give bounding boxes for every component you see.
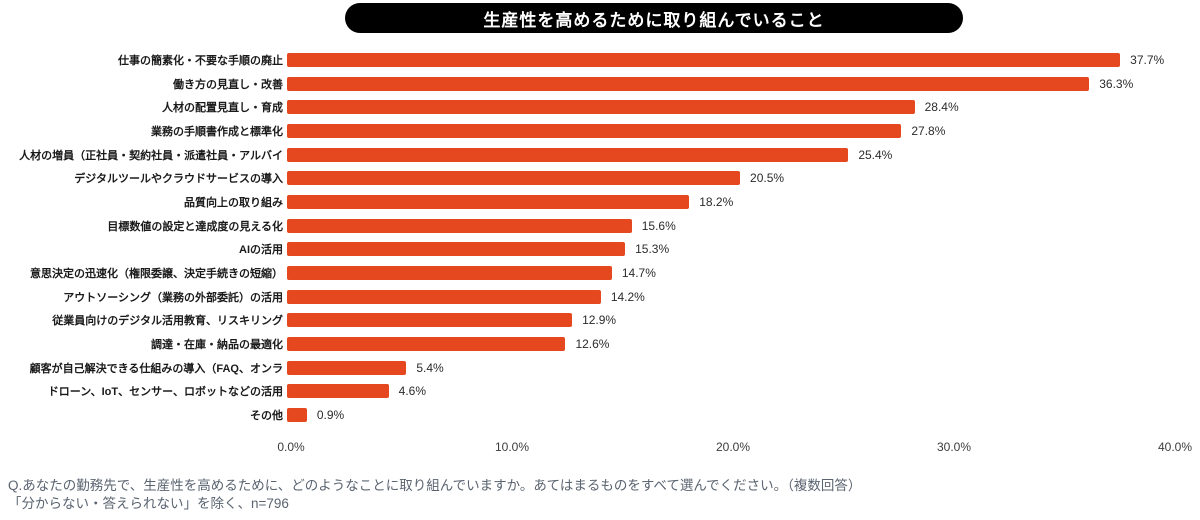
bar-row: 従業員向けのデジタル活用教育、リスキリング 12.9% [0, 309, 1200, 333]
bar-track: 18.2% [287, 194, 1200, 209]
value-label: 5.4% [416, 360, 444, 375]
value-label: 12.6% [575, 337, 610, 352]
value-label: 18.2% [699, 194, 734, 209]
x-axis-tick: 0.0% [277, 440, 305, 454]
bar-row: 人材の配置見直し・育成 28.4% [0, 95, 1200, 119]
category-label: 人材の配置見直し・育成 [162, 102, 283, 115]
category-label: 業務の手順書作成と標準化 [151, 125, 283, 138]
bar [287, 360, 407, 375]
category-label: 品質向上の取り組み [184, 196, 283, 209]
category-label: その他 [250, 410, 283, 423]
value-label: 37.7% [1130, 52, 1165, 67]
value-label: 12.9% [582, 313, 617, 328]
bar-rows: 仕事の簡素化・不要な手順の廃止 37.7% 働き方の見直し・改善 36.3% 人材の配置… [0, 48, 1200, 427]
footer-note: Q.あなたの勤務先で、生産性を高めるために、どのようなことに取り組んでいますか。… [8, 477, 1188, 513]
bar-track: 15.6% [287, 218, 1200, 233]
bar-row: その他 0.9% [0, 403, 1200, 427]
bar [287, 147, 849, 162]
value-label: 28.4% [924, 100, 959, 115]
bar-track: 36.3% [287, 76, 1200, 91]
bar [287, 289, 601, 304]
category-label: ドローン、IoT、センサー、ロボットなどの活用 [47, 386, 283, 399]
footer-sample-size: 「分からない・答えられない」を除く、n=796 [8, 496, 289, 511]
category-label: アウトソーシング（業務の外部委託）の活用 [63, 291, 283, 304]
bar [287, 266, 612, 281]
bar-row: 人材の増員（正社員・契約社員・派遣社員・アルバイ 25.4% [0, 143, 1200, 167]
category-label: 仕事の簡素化・不要な手順の廃止 [118, 54, 283, 67]
bar [287, 408, 307, 423]
bar-row: 品質向上の取り組み 18.2% [0, 190, 1200, 214]
chart-title: 生産性を高めるために取り組んでいること [483, 10, 825, 30]
bar [287, 123, 902, 138]
bar-row: 調達・在庫・納品の最適化 12.6% [0, 332, 1200, 356]
value-label: 0.9% [316, 408, 345, 423]
category-label: デジタルツールやクラウドサービスの導入 [74, 173, 283, 186]
bar-row: 顧客が自己解決できる仕組みの導入（FAQ、オンラ 5.4% [0, 356, 1200, 380]
bar-track: 15.3% [287, 242, 1200, 257]
bar [287, 242, 626, 257]
value-label: 15.3% [635, 242, 670, 257]
bar [287, 171, 741, 186]
bar-track: 0.9% [287, 408, 1200, 423]
bar-track: 14.2% [287, 289, 1200, 304]
bar [287, 52, 1121, 67]
bar [287, 313, 573, 328]
bar [287, 384, 389, 399]
bar-track: 25.4% [287, 147, 1200, 162]
bar [287, 194, 690, 209]
x-axis-tick: 20.0% [715, 440, 751, 454]
x-axis-tick: 30.0% [936, 440, 972, 454]
bar [287, 100, 915, 115]
bar-row: デジタルツールやクラウドサービスの導入 20.5% [0, 166, 1200, 190]
x-axis-tick: 40.0% [1157, 440, 1193, 454]
bar [287, 218, 632, 233]
bar-track: 27.8% [287, 123, 1200, 138]
x-axis: 0.0% 10.0% 20.0% 30.0% 40.0% [277, 440, 1192, 456]
bar-row: アウトソーシング（業務の外部委託）の活用 14.2% [0, 285, 1200, 309]
value-label: 36.3% [1099, 76, 1134, 91]
value-label: 27.8% [911, 123, 946, 138]
category-label: AIの活用 [239, 244, 283, 257]
bar [287, 337, 566, 352]
bar-row: 仕事の簡素化・不要な手順の廃止 37.7% [0, 48, 1200, 72]
value-label: 25.4% [858, 147, 893, 162]
category-label: 人材の増員（正社員・契約社員・派遣社員・アルバイ [19, 149, 283, 162]
value-label: 15.6% [641, 218, 676, 233]
bar-track: 14.7% [287, 266, 1200, 281]
bar [287, 76, 1090, 91]
category-label: 従業員向けのデジタル活用教育、リスキリング [52, 315, 283, 328]
value-label: 14.7% [621, 266, 656, 281]
bar-track: 28.4% [287, 100, 1200, 115]
bar-row: ドローン、IoT、センサー、ロボットなどの活用 4.6% [0, 380, 1200, 404]
bar-row: 働き方の見直し・改善 36.3% [0, 72, 1200, 96]
category-label: 顧客が自己解決できる仕組みの導入（FAQ、オンラ [29, 362, 283, 375]
bar-row: AIの活用 15.3% [0, 238, 1200, 262]
bar-row: 目標数値の設定と達成度の見える化 15.6% [0, 214, 1200, 238]
value-label: 20.5% [750, 171, 785, 186]
bar-track: 20.5% [287, 171, 1200, 186]
value-label: 4.6% [398, 384, 427, 399]
chart-title-pill: 生産性を高めるために取り組んでいること [345, 3, 963, 33]
bar-track: 5.4% [287, 360, 1200, 375]
bar-row: 意思決定の迅速化（権限委譲、決定手続きの短縮） 14.7% [0, 261, 1200, 285]
category-label: 意思決定の迅速化（権限委譲、決定手続きの短縮） [30, 268, 283, 281]
category-label: 目標数値の設定と達成度の見える化 [107, 220, 283, 233]
bar-track: 12.9% [287, 313, 1200, 328]
bar-track: 12.6% [287, 337, 1200, 352]
category-label: 働き方の見直し・改善 [173, 78, 283, 91]
bar-track: 4.6% [287, 384, 1200, 399]
x-axis-tick: 10.0% [494, 440, 530, 454]
category-label: 調達・在庫・納品の最適化 [151, 339, 283, 352]
footer-question: Q.あなたの勤務先で、生産性を高めるために、どのようなことに取り組んでいますか。… [8, 478, 862, 493]
bar-row: 業務の手順書作成と標準化 27.8% [0, 119, 1200, 143]
value-label: 14.2% [610, 289, 645, 304]
bar-track: 37.7% [287, 52, 1200, 67]
